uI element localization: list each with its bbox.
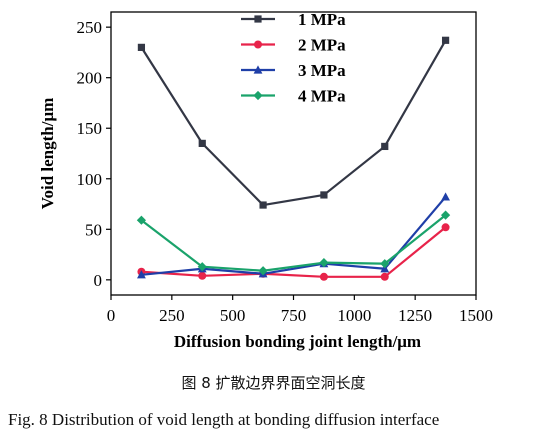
data-point-series-1	[198, 139, 206, 147]
legend-marker-2	[254, 40, 262, 49]
y-tick-label: 50	[85, 220, 102, 239]
data-point-series-2	[198, 271, 207, 280]
data-point-series-4	[380, 259, 390, 269]
x-tick-label: 1250	[398, 306, 432, 325]
series-line-2	[141, 226, 447, 278]
data-point-series-2	[441, 223, 450, 232]
data-point-series-4	[136, 215, 147, 225]
x-tick-label: 1000	[337, 306, 371, 325]
data-point-series-3	[441, 192, 450, 201]
y-tick-label: 100	[77, 170, 103, 189]
y-tick-label: 200	[77, 69, 103, 88]
x-tick-label: 1500	[459, 306, 493, 325]
data-point-series-1	[381, 142, 389, 151]
data-point-series-1	[320, 191, 328, 199]
data-point-series-4	[197, 262, 207, 272]
data-point-series-2	[319, 272, 328, 281]
data-point-series-2	[380, 272, 389, 281]
data-point-series-4	[319, 258, 329, 268]
y-axis-label: Void length/μm	[38, 98, 57, 210]
legend-label-3: 3 MPa	[298, 61, 346, 80]
caption-english: Fig. 8 Distribution of void length at bo…	[8, 410, 440, 429]
legend-marker-3	[253, 65, 263, 74]
y-tick-label: 250	[77, 18, 103, 37]
legend-marker-1	[254, 15, 262, 23]
data-point-series-3	[137, 270, 146, 279]
x-tick-label: 750	[281, 306, 307, 325]
x-tick-label: 500	[220, 306, 246, 325]
legend-label-4: 4 MPa	[298, 87, 346, 106]
data-point-series-4	[258, 266, 268, 276]
legend-label-1: 1 MPa	[298, 10, 346, 29]
y-tick-label: 150	[77, 119, 103, 138]
legend-marker-4	[253, 90, 263, 101]
legend-label-2: 2 MPa	[298, 36, 346, 55]
x-axis-label: Diffusion bonding joint length/μm	[174, 332, 421, 351]
caption-chinese: 图 8 扩散边界界面空洞长度	[181, 374, 366, 392]
data-point-series-4	[440, 210, 451, 220]
plot-frame	[110, 11, 477, 296]
x-tick-label: 250	[159, 306, 185, 325]
x-tick-label: 0	[107, 306, 116, 325]
y-tick-label: 0	[94, 271, 103, 290]
series-line-1	[140, 39, 447, 207]
series-line-4	[140, 214, 447, 272]
line-chart: 0 250 500 750 1000 1250 1500 0 50 100 150 200 250 Dif…	[38, 10, 493, 351]
data-point-series-1	[137, 43, 146, 51]
data-point-series-1	[441, 36, 450, 44]
data-point-series-1	[259, 201, 267, 209]
